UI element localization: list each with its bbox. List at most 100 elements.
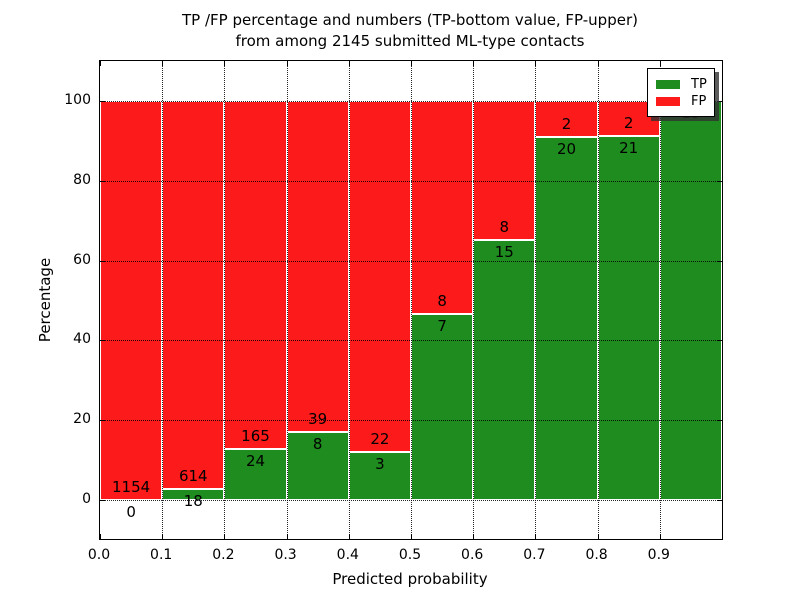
y-tick-mark-right [717,500,722,501]
tp-color-swatch [656,79,680,89]
legend-entry-fp: FP [656,93,706,109]
y-tick-mark [100,260,105,262]
tp-bar-segment [348,452,411,500]
v-gridline [597,61,599,539]
fp-bar-segment [473,101,536,240]
y-tick-mark-right [717,420,722,422]
y-tick-mark-right [717,180,722,182]
v-gridline [535,61,537,539]
x-tick-mark [659,534,661,539]
v-gridline [659,61,661,539]
x-tick-mark [597,534,599,539]
x-tick-mark-top [659,61,661,66]
y-tick-mark [100,101,105,102]
v-gridline [286,61,288,539]
y-tick-label: 100 [64,92,91,108]
legend-label-tp: TP [691,76,707,92]
fp-count-label: 2 [561,115,572,134]
x-tick-mark [535,534,537,539]
fp-count-label: 614 [178,466,208,485]
y-tick-mark-right [717,101,722,102]
y-tick-mark [100,500,105,501]
fp-bar-segment [100,101,163,500]
tp-count-label: 24 [245,452,266,471]
fp-count-label: 2 [623,113,634,132]
x-tick-label: 0.9 [647,547,670,563]
x-tick-mark [286,534,288,539]
x-tick-label: 0.8 [585,547,608,563]
x-tick-mark [224,534,226,539]
y-tick-mark-right [717,260,722,262]
x-tick-mark-top [411,61,412,66]
fp-bar-segment [411,101,474,314]
x-tick-mark-top [100,61,101,66]
tp-bar-segment [659,101,722,500]
plot-area: 1154061418165243982238781522022115 [99,60,723,540]
tp-bar-segment [224,449,287,500]
x-tick-mark [348,534,350,539]
legend: TP FP [647,68,715,117]
tp-bar-segment [597,135,660,500]
fp-count-label: 165 [241,427,270,446]
x-tick-label: 0.5 [398,547,422,563]
chart-title-line1: TP /FP percentage and numbers (TP-bottom… [182,11,638,29]
x-tick-mark-top [597,61,599,66]
x-tick-mark [411,534,412,539]
fp-count-label: 1154 [112,478,151,496]
x-tick-label: 0.3 [274,547,297,563]
tp-count-label: 20 [556,140,577,159]
tp-count-label: 18 [183,491,203,510]
x-tick-mark-top [286,61,288,66]
x-tick-mark [100,534,101,539]
v-gridline [473,61,475,539]
tp-bar-segment [473,239,536,500]
chart-title: TP /FP percentage and numbers (TP-bottom… [99,10,721,52]
x-axis-label: Predicted probability [332,570,488,588]
v-gridline [411,61,412,539]
y-tick-mark [100,180,105,182]
y-tick-mark-right [717,340,722,342]
fp-bar-segment [286,101,349,433]
legend-entry-tp: TP [656,76,707,92]
y-tick-mark [100,420,105,422]
y-tick-label: 40 [73,331,91,348]
v-gridline [348,61,350,539]
x-tick-label: 0.0 [87,547,111,563]
fp-color-swatch [656,96,680,106]
y-tick-label: 60 [73,251,91,268]
fp-bar-segment [224,101,287,450]
tp-count-label: 0 [126,503,136,521]
x-tick-mark-top [224,61,226,66]
tp-count-label: 21 [619,138,639,157]
chart-title-line2: from among 2145 submitted ML-type contac… [235,32,585,50]
fp-count-label: 39 [308,410,328,429]
x-tick-mark [162,534,164,539]
tp-count-label: 8 [312,435,323,454]
tp-bar-segment [411,313,474,500]
x-tick-label: 0.1 [150,547,173,563]
y-tick-label: 0 [82,491,91,507]
fp-bar-segment [348,101,411,453]
x-tick-mark-top [473,61,475,66]
x-tick-label: 0.6 [461,547,484,563]
fp-count-label: 8 [437,291,447,310]
x-tick-label: 0.2 [212,547,235,563]
y-tick-label: 20 [73,411,91,428]
fp-count-label: 22 [370,430,390,449]
tp-bar-segment [535,137,598,500]
y-tick-label: 80 [73,171,91,188]
v-gridline [224,61,226,539]
x-tick-mark-top [535,61,537,66]
v-gridline [162,61,164,539]
fp-bar-segment [162,101,225,489]
x-tick-mark-top [162,61,164,66]
fp-count-label: 8 [499,217,510,236]
y-tick-mark [100,340,105,342]
x-tick-label: 0.4 [336,547,359,563]
legend-label-fp: FP [691,93,707,109]
tp-count-label: 3 [375,455,385,474]
x-tick-mark [473,534,475,539]
x-tick-mark-top [348,61,350,66]
x-tick-label: 0.7 [523,547,546,563]
